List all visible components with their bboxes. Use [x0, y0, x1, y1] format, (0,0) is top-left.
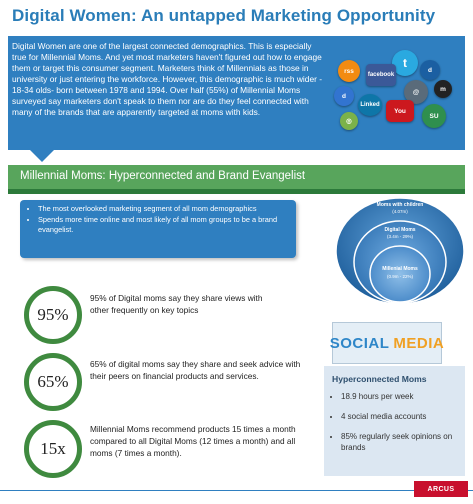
outer-circle-value: (4.07m) [392, 209, 408, 214]
facebook-icon: facebook [366, 64, 396, 86]
myspace-icon: m [434, 80, 452, 98]
page-title: Digital Women: An untapped Marketing Opp… [12, 6, 436, 25]
middle-circle-label: Digital Moms [384, 227, 415, 233]
stumbleupon-icon: SU [422, 104, 446, 128]
bullet-list: The most overlooked marketing segment of… [26, 204, 304, 236]
list-item: 85% regularly seek opinions on brands [341, 431, 473, 453]
inner-circle [369, 245, 431, 303]
middle-circle-value: (3.4m - 29%) [387, 234, 414, 239]
section-header-bar [8, 165, 465, 189]
callout-pointer [30, 150, 54, 162]
stat-ring-15x: 15x [24, 420, 82, 478]
linkedin-icon: Linked [358, 94, 382, 116]
stat-text-15x: Millennial Moms recommend products 15 ti… [90, 424, 296, 458]
intro-text: Digital Women are one of the largest con… [12, 41, 323, 117]
stat-ring-65: 65% [24, 353, 82, 411]
intro-panel [8, 36, 465, 150]
stat-text-65: 65% of digital moms say they share and s… [90, 359, 301, 381]
social-icons-cluster: t facebook rss d m d @ Linked You SU ◎ [334, 50, 454, 134]
rss-icon: rss [338, 60, 360, 82]
bullet-panel [20, 200, 296, 258]
youtube-icon: You [386, 100, 414, 122]
hyperconnected-panel [324, 366, 465, 476]
inner-circle-value: (0.9m - 22%) [387, 274, 414, 279]
list-item: 4 social media accounts [341, 411, 473, 422]
outer-circle-label: Moms with children [377, 202, 424, 208]
social-media-banner: SOCIAL MEDIA [329, 322, 445, 364]
social-word: SOCIAL [329, 334, 390, 352]
concentric-circles-diagram: Moms with children (4.07m) Digital Moms … [335, 197, 465, 305]
stat-text-95: 95% of Digital moms say they share views… [90, 293, 263, 315]
media-word: MEDIA [393, 334, 445, 352]
stat-ring-95: 95% [24, 286, 82, 344]
list-item: 18.9 hours per week [341, 391, 473, 402]
bullet-item: Spends more time online and most likely … [38, 215, 304, 235]
section-underline [8, 189, 465, 194]
arcus-logo: ARCUS [414, 481, 468, 497]
hyperconnected-title: Hyperconnected Moms [332, 374, 427, 384]
delicious-icon: d [334, 86, 354, 106]
section-title: Millennial Moms: Hyperconnected and Bran… [20, 170, 306, 182]
globe-icon: ◎ [340, 112, 358, 130]
footer-divider [0, 490, 473, 491]
inner-circle-label: Millenial Moms [382, 266, 418, 272]
bullet-item: The most overlooked marketing segment of… [38, 204, 304, 214]
twitter-icon: t [392, 50, 418, 76]
digg-icon: d [420, 60, 440, 80]
hyperconnected-list: 18.9 hours per week 4 social media accou… [330, 391, 473, 462]
